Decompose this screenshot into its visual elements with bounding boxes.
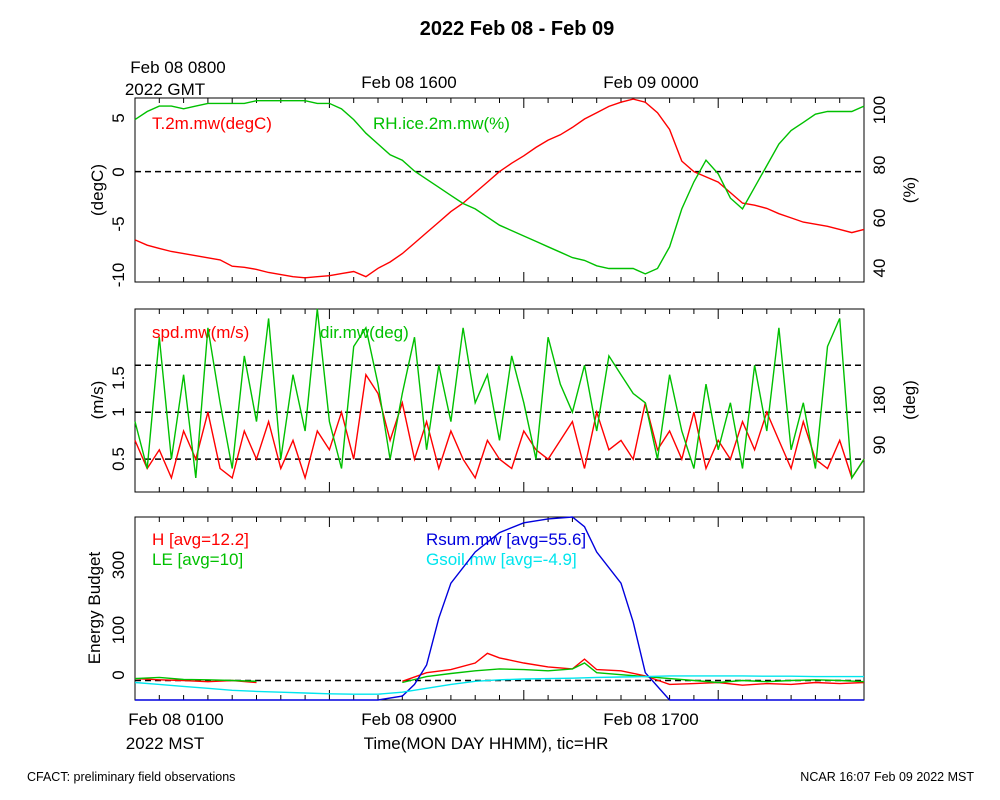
panel-2-ytick2-0: 180 <box>870 386 889 414</box>
legend-rh: RH.ice.2m.mw(%) <box>373 114 510 133</box>
panel-1-ytick-3: -10 <box>109 263 128 288</box>
legend-h: H [avg=12.2] <box>152 530 249 549</box>
panel-1-ytick2-0: 100 <box>870 96 889 124</box>
top-tick-label-1: Feb 08 1600 <box>361 73 456 92</box>
legend-temperature: T.2m.mw(degC) <box>152 114 272 133</box>
legend-le: LE [avg=10] <box>152 550 243 569</box>
footer-left: CFACT: preliminary field observations <box>27 770 235 784</box>
top-tick-label-2: Feb 09 0000 <box>603 73 698 92</box>
panel-1-ytick2-3: 40 <box>870 259 889 278</box>
footer-right: NCAR 16:07 Feb 09 2022 MST <box>800 770 974 784</box>
series-temperature_rh-0-line <box>134 98 865 279</box>
series-energy_budget-1-line <box>134 676 257 682</box>
panel-3-ytick-0: 300 <box>109 551 128 579</box>
series-wind-0-line <box>134 372 865 481</box>
bottom-tick-label-1: Feb 08 0900 <box>361 710 456 729</box>
panel-2-ytick2-1: 90 <box>870 436 889 455</box>
series-energy_budget-0-line <box>402 652 865 686</box>
panel-1-ytick-0: 5 <box>109 113 128 122</box>
legend-speed: spd.mw(m/s) <box>152 323 249 342</box>
x-axis-label: Time(MON DAY HHMM), tic=HR <box>364 734 609 753</box>
panel-2-ytick-0: 1.5 <box>109 366 128 390</box>
series-energy_budget-2-line <box>135 516 864 701</box>
series-energy_budget-1-line <box>402 662 865 684</box>
panel-2-ylabel2: (deg) <box>900 380 919 420</box>
series-wind-1-line <box>134 308 865 481</box>
chart-marks <box>134 98 865 701</box>
panel-2-ytick-2: 0.5 <box>109 447 128 471</box>
panel-1-ytick2-2: 60 <box>870 209 889 228</box>
bottom-tick-label-0: Feb 08 0100 <box>128 710 223 729</box>
mst-year-label: 2022 MST <box>126 734 204 753</box>
series-energy_budget-3-line <box>134 675 864 695</box>
panel-1-ytick-1: 0 <box>109 167 128 176</box>
legend-rsum: Rsum.mw [avg=55.6] <box>426 530 586 549</box>
gmt-year-label: 2022 GMT <box>125 80 205 99</box>
panel-2-ytick-1: 1 <box>109 407 128 416</box>
panel-1-ytick2-1: 80 <box>870 156 889 175</box>
legend-gsoil: Gsoil.mw [avg=-4.9] <box>426 550 577 569</box>
panel-1-ytick-2: -5 <box>109 216 128 231</box>
panel-1-ylabel2: (%) <box>900 177 919 203</box>
series-temperature_rh-1-line <box>134 99 865 275</box>
panel-1-ylabel: (degC) <box>88 164 107 216</box>
panel-2-ylabel: (m/s) <box>88 381 107 420</box>
panel-3-ylabel: Energy Budget <box>85 551 104 664</box>
bottom-tick-label-2: Feb 08 1700 <box>603 710 698 729</box>
top-tick-label-0: Feb 08 0800 <box>130 58 225 77</box>
legend-direction: dir.mw(deg) <box>320 323 409 342</box>
panel-3-ytick-2: 0 <box>109 670 128 679</box>
chart-title: 2022 Feb 08 - Feb 09 <box>420 18 615 40</box>
panel-3-ytick-1: 100 <box>109 616 128 644</box>
